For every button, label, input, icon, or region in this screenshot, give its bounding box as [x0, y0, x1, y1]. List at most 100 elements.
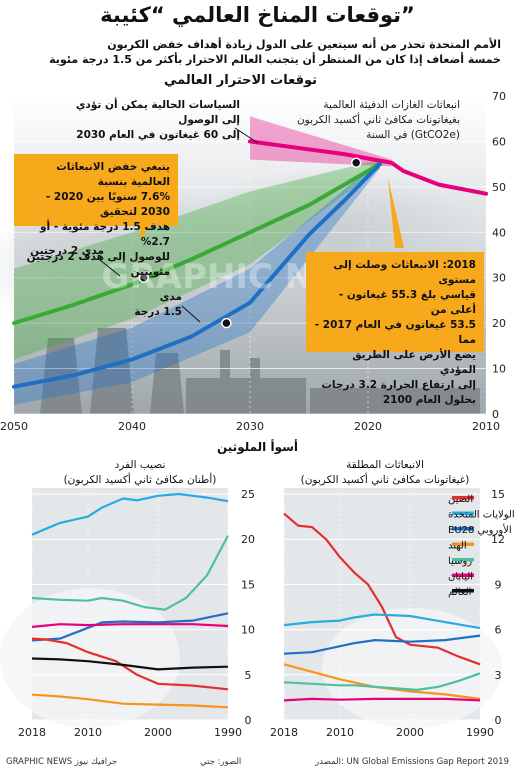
y-tick-label: 20 — [492, 317, 506, 330]
series-line — [283, 634, 481, 655]
series-line — [31, 637, 229, 691]
y-tick-label: 15 — [491, 488, 505, 501]
label-2deg-pointer — [99, 259, 121, 277]
label-1-5-line: 1.5 درجة — [134, 306, 182, 318]
label-2-degree: مدى 2 درجتين — [30, 245, 104, 257]
callout-line: 7.6% سنويًا بين 2020 - 2030 لتحقيق — [45, 191, 170, 218]
y-tick-label: 40 — [492, 226, 506, 239]
cloud — [322, 608, 502, 728]
per-capita-chart: 0 5 10 15 20 25 1990 2000 2010 2018 — [0, 488, 255, 739]
y-tick-label: 5 — [245, 669, 252, 682]
main-y-tick-labels: 0 10 20 30 40 50 60 70 — [492, 90, 506, 421]
left-panel-title: نصيب الفرد (أطنان مكافئ ثاني أكسيد الكرب… — [40, 458, 240, 488]
callout-line: 53.5 غيغاتون في العام 2017 - مما — [314, 319, 476, 346]
left-x-tick-labels: 1990 2000 2010 2018 — [18, 726, 242, 739]
series-line — [31, 657, 229, 671]
right-panel-title: الانبعاثات المطلقة (غيغاتونات مكافئ ثاني… — [285, 458, 485, 488]
callout-line: 2018: الانبعاثات وصلت إلى مستوى — [333, 259, 476, 286]
subtitle-line-2: خمسة أضعاف إذا كان من المنتظر أن يتجنب ا… — [49, 53, 501, 66]
callout-line: هدف 1.5 درجة مئوية - أو 2.7% — [40, 221, 170, 248]
section-title: أسوأ الملوثين — [216, 440, 299, 454]
legend-label: الصين — [448, 494, 473, 505]
callout-line: قياسي بلغ 55.3 غيغاتون - أعلى من — [338, 289, 476, 316]
right-lines — [283, 512, 481, 702]
left-y-tick-labels: 0 5 10 15 20 25 — [241, 488, 255, 727]
x-tick-label: 2050 — [0, 420, 28, 433]
y-tick-label: 0 — [245, 714, 252, 727]
footer-photo: الصور: جتي — [200, 757, 242, 767]
x-tick-label: 2018 — [18, 726, 46, 739]
series-line — [283, 613, 481, 630]
legend-label: اليابان — [448, 572, 473, 583]
right-x-tick-labels: 1990 2000 2010 2018 — [270, 726, 494, 739]
series-line — [283, 512, 481, 666]
x-tick-label: 2018 — [270, 726, 298, 739]
legend-swatch — [452, 558, 474, 562]
legend-label: الاتحاد الأوروبي EU28 — [448, 523, 515, 536]
y-tick-label: 70 — [492, 90, 506, 103]
series-line-two_degree — [12, 162, 382, 326]
policy-note-line: السياسات الحالية يمكن أن تؤدي إلى الوصول — [75, 99, 240, 126]
y-axis-note-line: انبعاثات الغازات الدفيئة العالمية — [323, 99, 460, 111]
x-tick-label: 2010 — [326, 726, 354, 739]
series-line — [31, 693, 229, 709]
main-lines — [12, 139, 488, 389]
x-tick-label: 2000 — [396, 726, 424, 739]
main-markers — [138, 157, 362, 329]
cloud — [0, 588, 180, 728]
band-one_five_degree_range — [14, 159, 380, 405]
x-tick-label: 2040 — [118, 420, 146, 433]
policy-note-pointer — [234, 127, 259, 144]
marker-point — [221, 317, 232, 329]
callout-line: ينبغي خفض الانبعاثات العالمية بنسبة — [56, 161, 170, 188]
y-tick-label: 12 — [491, 533, 505, 546]
x-tick-label: 2010 — [472, 420, 500, 433]
x-tick-label: 2030 — [236, 420, 264, 433]
y-axis-note-line: (GtCO2e) في السنة — [366, 129, 460, 141]
y-tick-label: 50 — [492, 181, 506, 194]
footer-brand: GRAPHIC NEWS جرافيك نيوز — [6, 757, 118, 767]
legend-swatch — [452, 573, 474, 577]
y-tick-label: 0 — [492, 408, 499, 421]
series-line-historic — [389, 160, 488, 196]
y-tick-label: 20 — [241, 533, 255, 546]
x-tick-label: 1990 — [466, 726, 494, 739]
x-tick-label: 2000 — [144, 726, 172, 739]
series-line — [31, 612, 229, 642]
left-grid — [31, 493, 229, 721]
y-tick-label: 10 — [241, 624, 255, 637]
right-legend: الصين الولايات المتحدة الاتحاد الأوروبي EU… — [448, 494, 515, 598]
callout-box-right: 2018: الانبعاثات وصلت إلى مستوى قياسي بل… — [306, 252, 484, 406]
callout-box-left: ينبغي خفض الانبعاثات العالمية بنسبة 7.6%… — [14, 154, 178, 278]
policy-note: السياسات الحالية يمكن أن تؤدي إلى الوصول… — [60, 98, 240, 143]
series-line — [31, 623, 229, 628]
series-line-current_policy — [248, 139, 394, 165]
box-left-pointer — [140, 226, 150, 240]
absolute-emissions-chart: الصين الولايات المتحدة الاتحاد الأوروبي EU… — [270, 488, 515, 739]
series-line — [31, 492, 229, 536]
policy-note-line: إلى 60 غيغاتون في العام 2030 — [76, 129, 240, 141]
main-chart-title: توقعات الاحترار العالمي — [163, 73, 317, 88]
page-title: توقعات المناخ العالمي “كئيبة” — [100, 3, 415, 27]
y-tick-label: 15 — [241, 578, 255, 591]
x-tick-label: 2020 — [354, 420, 382, 433]
y-tick-label: 25 — [241, 488, 255, 501]
marker-point — [138, 272, 150, 283]
right-panel-title-line: الانبعاثات المطلقة — [346, 459, 424, 471]
marker-point — [350, 157, 362, 169]
y-tick-label: 0 — [495, 714, 502, 727]
page-subtitle: الأمم المتحدة تحذر من أنه سيتعين على الد… — [11, 37, 501, 67]
main-bands — [14, 116, 392, 405]
y-tick-label: 10 — [492, 363, 506, 376]
right-grid — [283, 493, 481, 721]
legend-label: روسيا — [448, 556, 472, 567]
left-lines — [31, 492, 229, 709]
legend-swatch — [452, 589, 474, 593]
label-1-5-line: مدى — [159, 291, 182, 303]
legend-swatch — [452, 542, 474, 546]
series-line — [283, 697, 481, 702]
band-two_degree_range — [14, 159, 380, 360]
left-panel-title-line: نصيب الفرد — [114, 459, 166, 471]
